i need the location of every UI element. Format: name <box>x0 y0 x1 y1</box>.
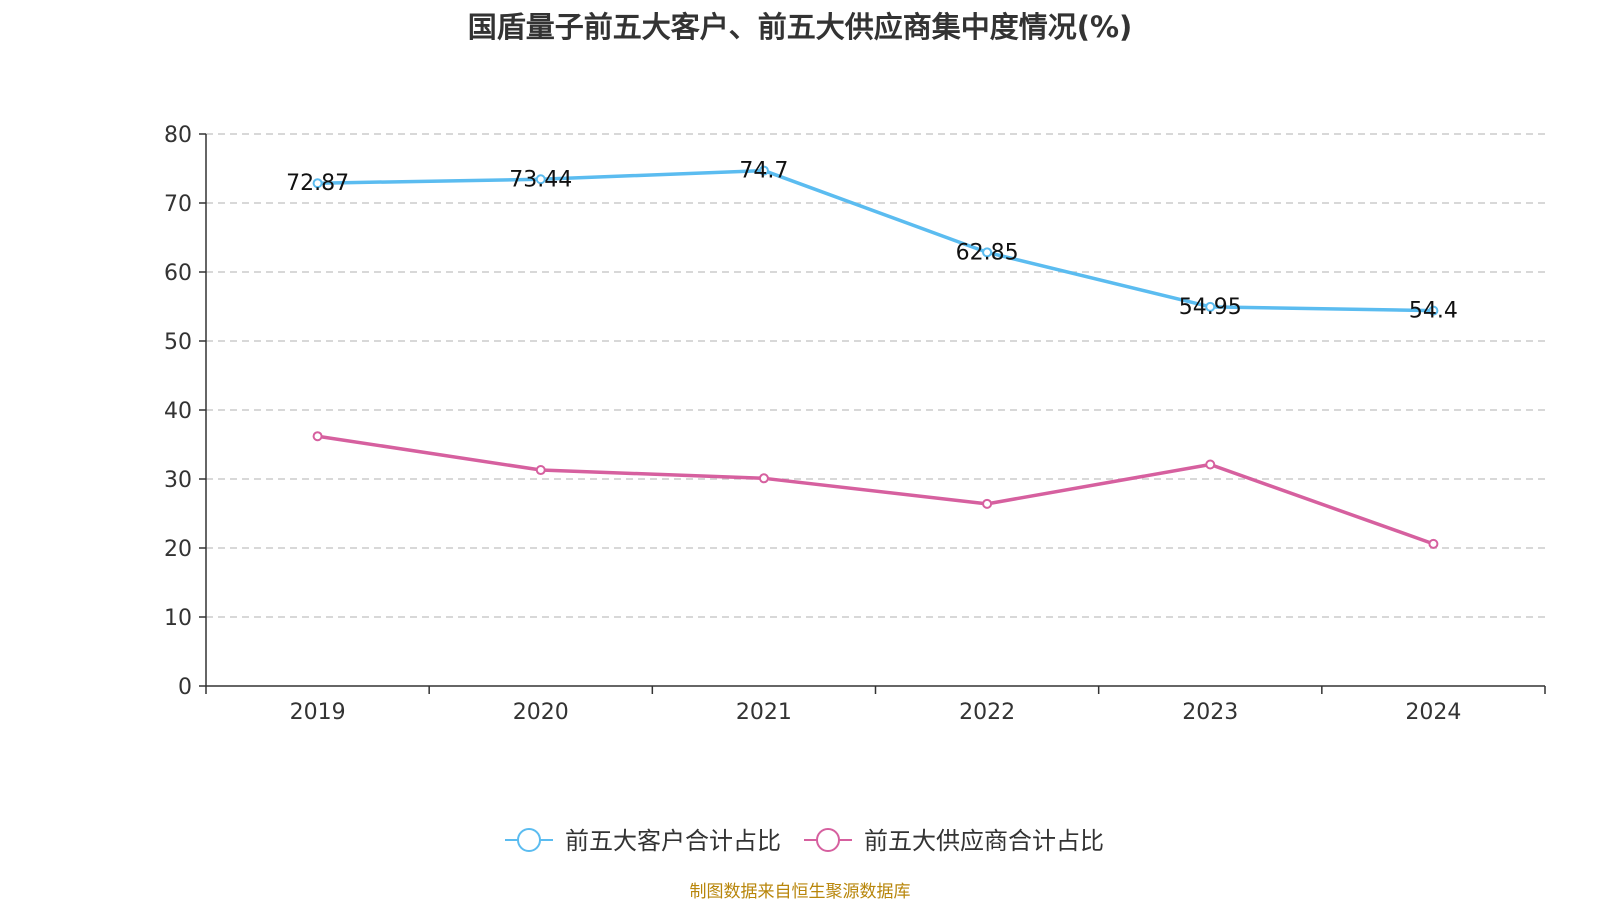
y-tick-label: 70 <box>164 192 192 217</box>
legend-swatch-marker <box>816 828 840 852</box>
x-tick-label: 2024 <box>1405 700 1461 725</box>
grid-layer <box>206 133 1545 618</box>
x-tick-label: 2019 <box>290 700 346 725</box>
y-tick-label: 30 <box>164 468 192 493</box>
series-layer <box>312 165 1439 549</box>
data-label: 54.4 <box>1409 299 1458 324</box>
series-line-2 <box>317 434 1435 546</box>
data-label: 74.7 <box>739 159 788 184</box>
y-tick-label: 40 <box>164 399 192 424</box>
y-tick-label: 0 <box>178 675 192 700</box>
legend-label: 前五大客户合计占比 <box>565 827 781 855</box>
source-note: 制图数据来自恒生聚源数据库 <box>689 882 911 902</box>
data-label: 62.85 <box>956 240 1019 265</box>
y-tick-label: 50 <box>164 330 192 355</box>
legend-swatch-marker <box>517 828 541 852</box>
data-point <box>982 498 993 509</box>
y-tick-label: 80 <box>164 123 192 148</box>
legend: 前五大客户合计占比 前五大供应商合计占比 <box>505 827 1104 855</box>
data-label: 72.87 <box>286 171 349 196</box>
data-point <box>758 165 769 176</box>
data-point <box>982 247 993 258</box>
y-tick-label: 60 <box>164 261 192 286</box>
legend-label: 前五大供应商合计占比 <box>864 827 1104 855</box>
data-point <box>1428 305 1439 316</box>
data-label-layer: 72.87 73.44 74.7 62.85 54.95 54.4 <box>286 159 1458 324</box>
data-point <box>1205 459 1216 470</box>
data-point <box>1205 301 1216 312</box>
x-tick-label: 2021 <box>736 700 792 725</box>
axis-layer: 0 10 20 30 40 50 60 70 80 2019 2020 2021 2022 2023 202… <box>164 123 1546 725</box>
x-tick-label: 2022 <box>959 700 1015 725</box>
x-tick-label: 2020 <box>513 700 569 725</box>
data-label: 54.95 <box>1179 295 1242 320</box>
data-point <box>535 465 546 476</box>
series-line-1 <box>317 168 1434 313</box>
y-tick-label: 20 <box>164 537 192 562</box>
y-tick-label: 10 <box>164 606 192 631</box>
data-point <box>535 174 546 185</box>
data-point <box>758 473 769 484</box>
data-point <box>312 178 323 189</box>
chart-title: 国盾量子前五大客户、前五大供应商集中度情况(%) <box>467 10 1133 44</box>
data-label: 73.44 <box>509 167 572 192</box>
data-point <box>312 431 323 442</box>
data-point <box>1428 538 1439 549</box>
x-tick-label: 2023 <box>1182 700 1238 725</box>
